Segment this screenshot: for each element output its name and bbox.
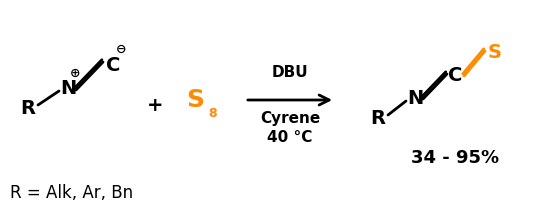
Text: 34 - 95%: 34 - 95% [411,149,499,167]
Text: DBU: DBU [272,65,309,80]
Text: ⊕: ⊕ [70,66,80,80]
Text: R: R [371,108,386,127]
Text: N: N [60,78,76,97]
Text: R: R [20,99,36,118]
Text: R = Alk, Ar, Bn: R = Alk, Ar, Bn [10,184,133,202]
Text: Cyrene: Cyrene [260,111,320,126]
Text: 40 °C: 40 °C [267,130,313,146]
Text: S: S [186,88,204,112]
Text: C: C [448,65,462,84]
Text: ⊖: ⊖ [116,42,127,55]
Text: C: C [106,55,120,74]
Text: S: S [488,42,502,61]
Text: +: + [147,96,163,115]
Text: N: N [407,88,423,107]
Text: 8: 8 [208,107,217,119]
